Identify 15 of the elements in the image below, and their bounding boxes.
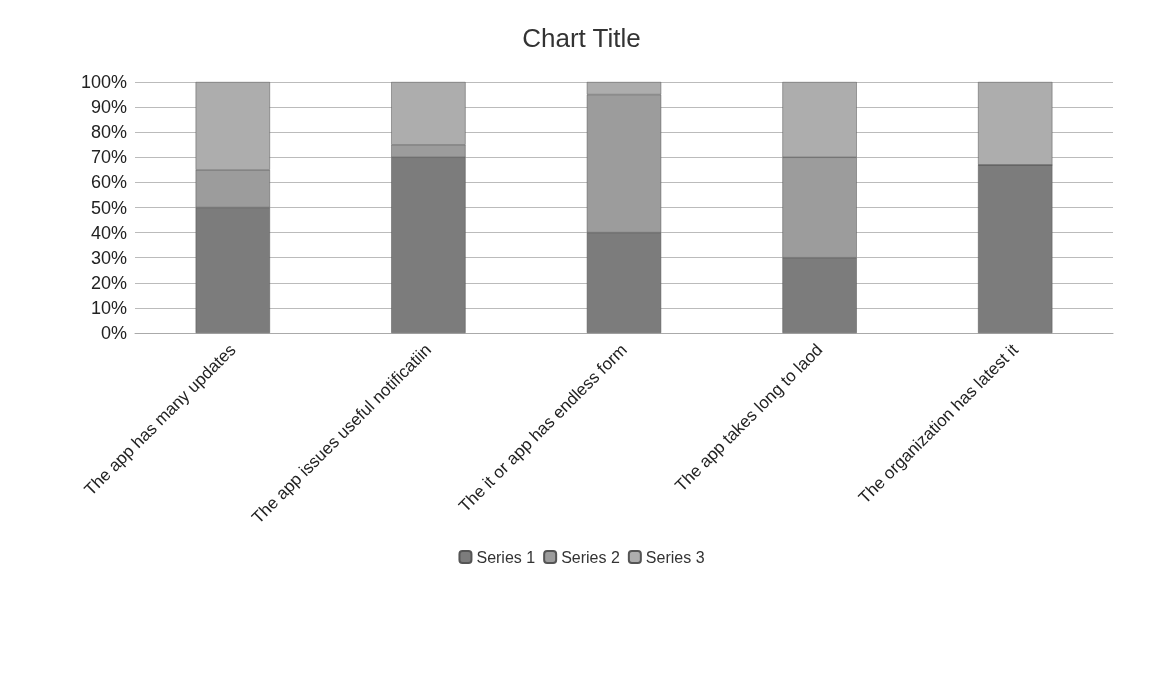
legend-label: Series 1 [476, 548, 536, 566]
y-tick-label: 60% [90, 172, 127, 193]
y-tick-label: 20% [90, 272, 127, 293]
y-tick-label: 40% [90, 222, 127, 243]
legend-label: Series 2 [561, 548, 620, 566]
legend-label: Series 3 [645, 548, 705, 566]
y-tick-label: 0% [100, 323, 127, 343]
chart-title: Chart Title [522, 23, 641, 53]
y-tick-label: 100% [80, 72, 127, 92]
y-tick-label: 80% [90, 122, 127, 143]
y-tick-label: 90% [90, 97, 127, 118]
y-tick-label: 10% [90, 297, 127, 318]
y-tick-label: 70% [90, 147, 127, 168]
y-tick-label: 50% [90, 197, 127, 218]
y-tick-label: 30% [90, 247, 127, 268]
